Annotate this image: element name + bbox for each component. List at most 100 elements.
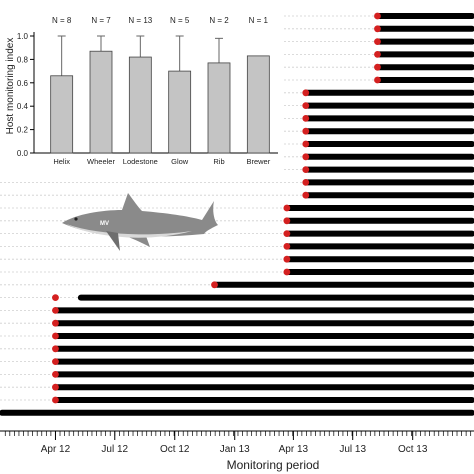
inset-bar [246, 55, 270, 154]
x-tick-label: Oct 13 [398, 444, 428, 455]
detection-series [0, 12, 474, 416]
tagging-date-marker [283, 255, 291, 263]
inset-bar-group: N = 1 Brewer [246, 16, 270, 166]
inset-bar [89, 50, 113, 154]
inset-y-tick-label: 1.0 [17, 32, 29, 41]
inset-bar-group: N = 7 Wheeler [87, 16, 115, 166]
tagging-date-marker [302, 89, 310, 97]
inset-n-label: N = 8 [52, 16, 72, 25]
shark-row [283, 204, 474, 212]
inset-y-axis-label: Host monitoring index [5, 38, 16, 135]
shark-row [52, 332, 474, 340]
inset-bar [207, 62, 231, 154]
shark-row [52, 358, 474, 365]
x-axis-label: Monitoring period [227, 458, 320, 472]
tagging-date-marker [283, 217, 291, 225]
shark-label: MV [100, 221, 109, 227]
x-tick-label: Oct 12 [160, 444, 190, 455]
x-axis-ticks: Apr 12 Jul 12 Oct 12 Jan 13 Apr 13 Jul 13 Oct … [4, 431, 472, 455]
tagging-date-marker [52, 371, 59, 378]
tagging-date-marker [283, 230, 291, 238]
tagging-date-marker [374, 25, 381, 33]
tagging-date-marker [52, 345, 59, 353]
shark-row [302, 166, 474, 174]
shark-row [52, 396, 474, 404]
shark-row [374, 38, 474, 45]
inset-bar-group: N = 2 Rib [207, 16, 231, 166]
tagging-date-marker [283, 204, 291, 212]
inset-y-tick-label: 0.2 [17, 126, 29, 135]
inset-bar [50, 75, 74, 154]
x-axis: Apr 12 Jul 12 Oct 12 Jan 13 Apr 13 Jul 13 Oct … [0, 430, 474, 472]
shark-illustration: MV [62, 193, 218, 251]
tagging-date-marker [52, 358, 59, 365]
shark-row [374, 51, 474, 58]
inset-y-tick-label: 0.4 [17, 102, 29, 111]
shark-row [283, 230, 474, 238]
tagging-date-marker [302, 115, 310, 122]
inset-y-tick-label: 0.0 [17, 149, 29, 158]
inset-y-tick-label: 0.6 [17, 79, 29, 88]
shark-row [52, 294, 474, 301]
tagging-date-marker [283, 243, 291, 250]
tagging-date-marker [302, 166, 310, 174]
shark-row [374, 25, 474, 33]
inset-bar [168, 70, 192, 154]
inset-bars: N = 8 Helix N = 7 Wheeler N = 13 Lodestone N =… [50, 16, 271, 166]
tagging-date-marker [374, 51, 381, 58]
inset-n-label: N = 5 [170, 16, 190, 25]
shark-row [302, 179, 474, 186]
tagging-date-marker [52, 383, 59, 391]
shark-row [374, 12, 474, 20]
shark-row [283, 268, 474, 276]
shark-eye [74, 217, 78, 221]
tagging-date-marker [302, 140, 310, 148]
inset-category-label: Helix [53, 157, 70, 166]
tagging-date-marker [52, 332, 59, 340]
tagging-date-marker [302, 191, 310, 199]
shark-row [283, 255, 474, 263]
shark-row [52, 307, 474, 314]
shark-row [302, 127, 474, 135]
tagging-date-marker [302, 153, 310, 161]
shark-row [283, 217, 474, 225]
inset-n-label: N = 13 [128, 16, 152, 25]
inset-bar-chart: Host monitoring index 0.0 0.2 0.4 0.6 0.8 1.0… [0, 10, 282, 172]
shark-row [374, 76, 474, 84]
tagging-date-marker [52, 294, 59, 301]
x-tick-label: Jul 12 [101, 444, 128, 455]
shark-pectoral-fin [106, 231, 120, 251]
inset-category-label: Wheeler [87, 157, 115, 166]
inset-bar [128, 56, 152, 154]
inset-n-label: N = 7 [91, 16, 111, 25]
inset-category-label: Rib [213, 157, 224, 166]
shark-belly [66, 224, 192, 238]
tagging-date-marker [374, 12, 381, 20]
shark-body [62, 193, 218, 247]
shark-row [211, 281, 474, 289]
tagging-date-marker [52, 319, 59, 327]
inset-category-label: Glow [171, 157, 189, 166]
x-tick-label: Jul 13 [339, 444, 366, 455]
tagging-date-marker [302, 179, 310, 186]
shark-row [302, 115, 474, 122]
tagging-date-marker [302, 127, 310, 135]
shark-row [302, 191, 474, 199]
x-tick-label: Jan 13 [220, 444, 250, 455]
tagging-date-marker [374, 63, 381, 71]
inset-bar-group: N = 8 Helix [50, 16, 74, 166]
shark-row [283, 243, 474, 250]
shark-row [52, 383, 474, 391]
shark-row [302, 89, 474, 97]
tagging-date-marker [283, 268, 291, 276]
tagging-date-marker [211, 281, 218, 289]
tagging-date-marker [374, 38, 381, 45]
inset-category-label: Lodestone [123, 157, 158, 166]
tagging-date-marker [52, 307, 59, 314]
shark-row [374, 63, 474, 71]
shark-row [52, 319, 474, 327]
shark-row [302, 102, 474, 109]
inset-n-label: N = 2 [209, 16, 229, 25]
inset-n-label: N = 1 [249, 16, 269, 25]
